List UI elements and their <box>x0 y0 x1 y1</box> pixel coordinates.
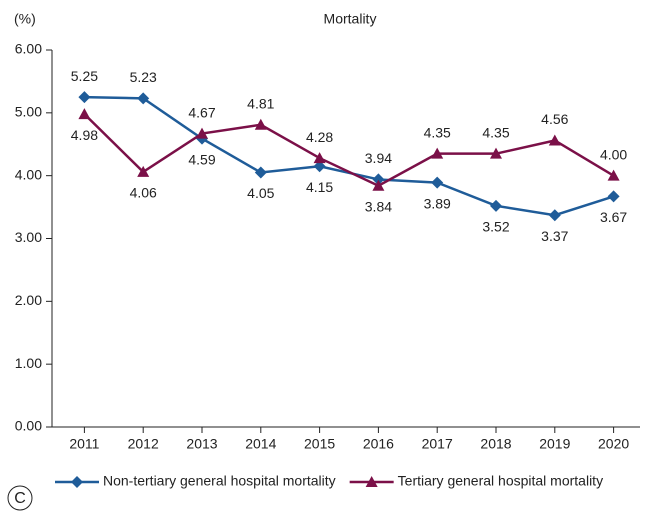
series-line <box>83 113 615 188</box>
marker <box>607 169 620 181</box>
y-tick-label: 1.00 <box>15 355 42 371</box>
x-tick-label: 2013 <box>186 436 217 452</box>
data-label: 5.23 <box>130 69 157 85</box>
y-tick-label: 5.00 <box>15 104 42 120</box>
data-label: 4.06 <box>130 185 157 201</box>
data-label: 3.94 <box>365 150 392 166</box>
chart-title: Mortality <box>324 11 377 27</box>
marker <box>431 176 444 189</box>
marker <box>78 91 91 104</box>
y-tick-label: 2.00 <box>15 292 42 308</box>
data-label: 3.52 <box>482 219 509 235</box>
panel-label: C <box>14 490 26 507</box>
marker <box>78 108 91 120</box>
marker <box>313 160 326 173</box>
marker <box>372 179 385 191</box>
y-tick-label: 3.00 <box>15 229 42 245</box>
legend-label: Tertiary general hospital mortality <box>398 473 603 489</box>
marker <box>254 166 267 179</box>
data-label: 4.15 <box>306 179 333 195</box>
marker <box>607 190 620 203</box>
data-label: 4.56 <box>541 111 568 127</box>
marker <box>137 92 150 105</box>
y-tick-label: 6.00 <box>15 41 42 57</box>
data-label: 4.98 <box>71 127 98 143</box>
data-label: 4.67 <box>188 104 215 120</box>
data-label: 3.67 <box>600 209 627 225</box>
legend-label: Non-tertiary general hospital mortality <box>103 473 336 489</box>
x-tick-label: 2018 <box>480 436 511 452</box>
data-label: 3.37 <box>541 228 568 244</box>
data-label: 4.28 <box>306 129 333 145</box>
x-tick-label: 2014 <box>245 436 276 452</box>
marker <box>490 199 502 212</box>
x-tick-label: 2020 <box>598 436 629 452</box>
y-tick-label: 4.00 <box>15 166 42 182</box>
marker <box>254 118 267 130</box>
x-tick-label: 2012 <box>128 436 159 452</box>
marker <box>313 152 326 164</box>
x-tick-label: 2015 <box>304 436 335 452</box>
y-axis-label: (%) <box>14 11 36 27</box>
marker <box>490 147 502 159</box>
data-label: 4.59 <box>188 151 215 167</box>
data-label: 4.81 <box>247 95 274 111</box>
marker <box>196 127 208 139</box>
marker <box>365 476 378 487</box>
marker <box>372 173 385 186</box>
marker <box>71 476 83 488</box>
marker <box>548 134 561 146</box>
panel-circle <box>7 485 33 511</box>
x-tick-label: 2017 <box>422 436 453 452</box>
y-tick-label: 0.00 <box>15 418 42 434</box>
marker <box>431 147 444 159</box>
data-label: 3.89 <box>424 195 451 211</box>
data-label: 3.84 <box>365 198 392 214</box>
marker <box>137 165 150 177</box>
data-label: 4.35 <box>482 124 509 140</box>
x-tick-label: 2016 <box>363 436 394 452</box>
series-line <box>84 95 614 217</box>
data-label: 5.25 <box>71 68 98 84</box>
data-label: 4.35 <box>424 124 451 140</box>
data-label: 4.00 <box>600 146 627 162</box>
data-label: 4.05 <box>247 185 274 201</box>
x-tick-label: 2019 <box>539 436 570 452</box>
x-tick-label: 2011 <box>69 436 99 452</box>
marker <box>548 209 561 222</box>
